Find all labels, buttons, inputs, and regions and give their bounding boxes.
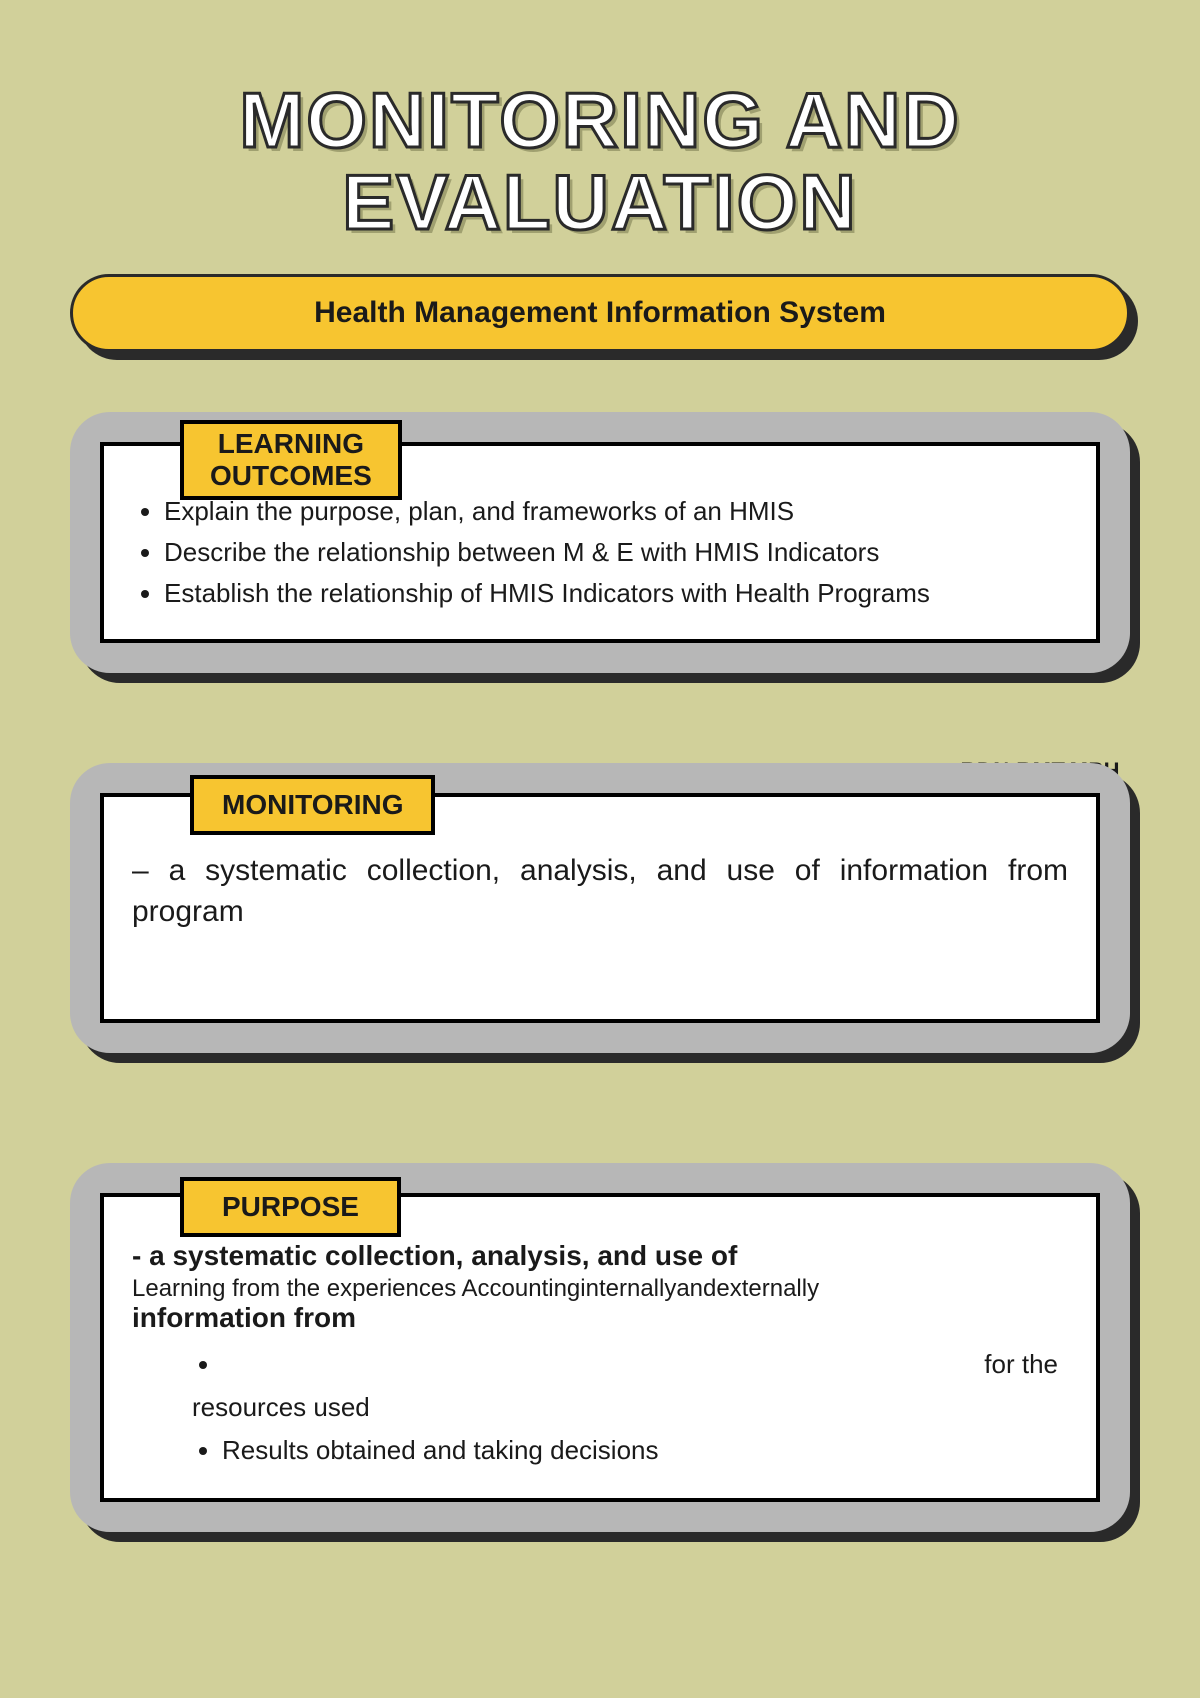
monitoring-body: – a systematic collection, analysis, and… [132,854,1068,928]
list-item: for the [222,1347,1068,1382]
purpose-lead: - a systematic collection, analysis, and… [132,1237,1068,1275]
learning-tag: LEARNING OUTCOMES [180,420,402,500]
monitoring-tag: MONITORING [190,775,435,835]
page-title: MONITORING AND EVALUATION [0,0,1200,244]
learning-tag-line2: OUTCOMES [210,460,372,491]
list-item: Results obtained and taking decisions [222,1433,1068,1468]
monitoring-card: MONITORING – a systematic collection, an… [70,763,1130,1053]
subtitle-pill: Health Management Information System [70,274,1130,352]
list-item: Describe the relationship between M & E … [164,535,1068,570]
learning-tag-line1: LEARNING [218,428,364,459]
purpose-card: PURPOSE - a systematic collection, analy… [70,1163,1130,1532]
subtitle-text: Health Management Information System [70,274,1130,352]
purpose-tag: PURPOSE [180,1177,401,1237]
list-item: Establish the relationship of HMIS Indic… [164,576,1068,611]
learning-card: LEARNING OUTCOMES Explain the purpose, p… [70,412,1130,673]
title-line-2: EVALUATION [342,158,857,246]
title-line-1: MONITORING AND [239,76,960,164]
list-item: resources used [192,1390,1068,1425]
purpose-content: - a systematic collection, analysis, and… [100,1193,1100,1502]
